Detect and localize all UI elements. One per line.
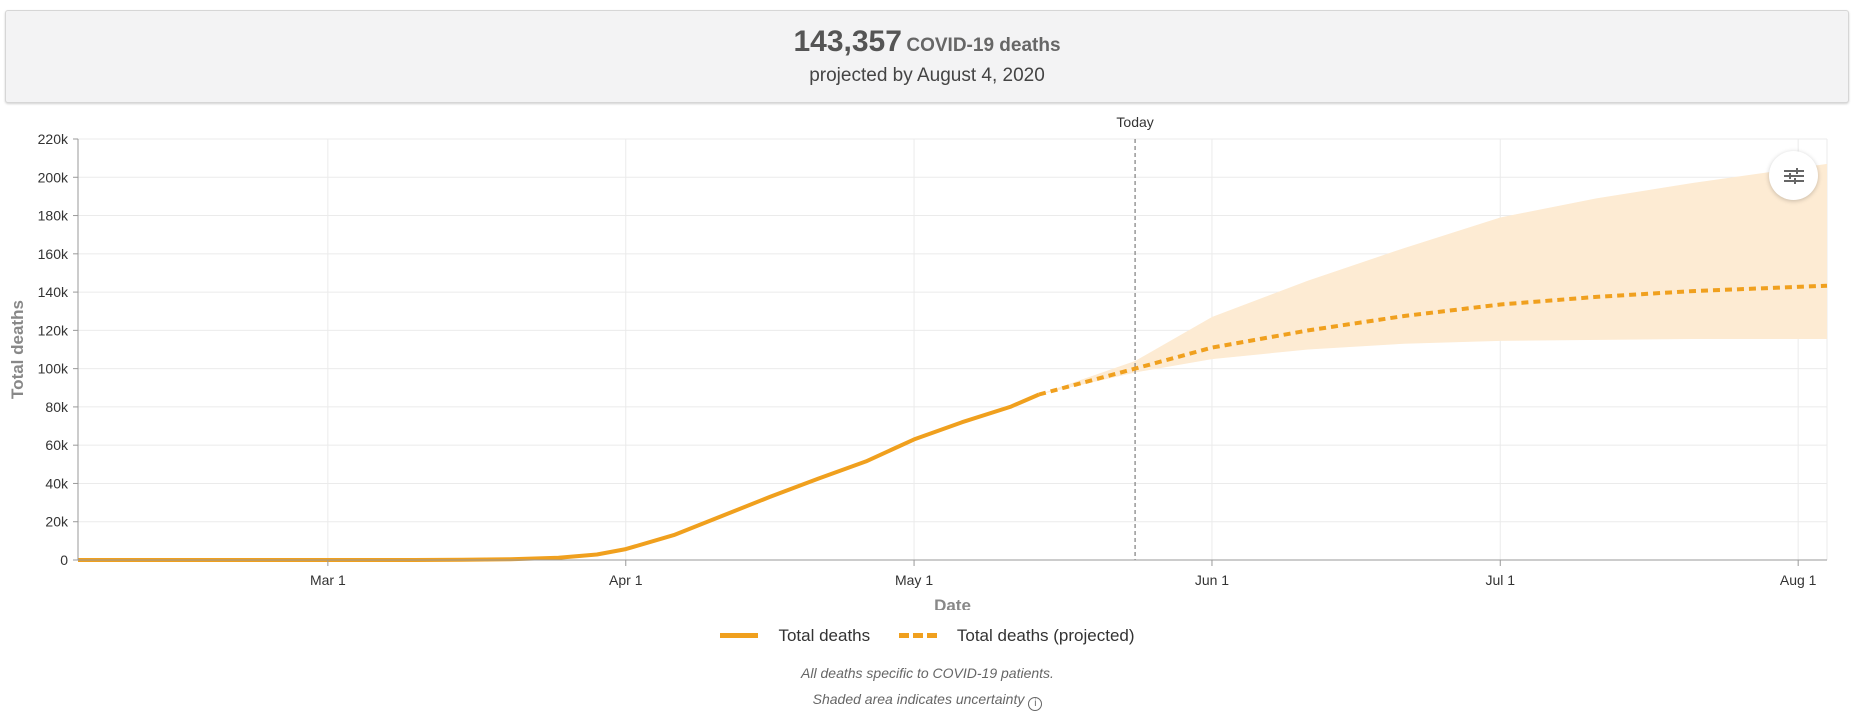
today-marker-layer: Today: [1116, 114, 1154, 560]
projection-date-subtitle: projected by August 4, 2020: [809, 65, 1045, 86]
legend-swatch-dashed: [898, 633, 937, 638]
legend-item-total-deaths[interactable]: Total deaths: [720, 626, 870, 646]
axes: 0 20k 40k 60k 80k 100k 120k 140k 160k 180k 200k 220…: [8, 131, 1827, 610]
x-tick-label: Jun 1: [1195, 572, 1229, 588]
projected-deaths-line: [1038, 283, 1828, 397]
y-tick-label: 160k: [38, 246, 69, 262]
y-tick-label: 80k: [45, 399, 69, 415]
y-tick-label: 0: [60, 552, 68, 568]
footnote-deaths: All deaths specific to COVID-19 patients…: [801, 665, 1054, 681]
deaths-chart: Today 0 20k 40k 60k 80k 100k 120k 140k 160k 180k 2…: [8, 114, 1828, 610]
projected-deaths-label: COVID-19 deaths: [906, 35, 1061, 56]
legend-label-projected: Total deaths (projected): [956, 625, 1135, 645]
y-tick-label: 180k: [38, 208, 69, 224]
footnote-uncertainty-text: Shaded area indicates uncertainty: [812, 691, 1025, 707]
headline: 143,357 COVID-19 deaths: [6, 25, 1848, 59]
uncertainty-band-layer: [1038, 163, 1827, 395]
grid: [78, 138, 1828, 561]
chart-legend: Total deaths Total deaths (projected): [0, 623, 1855, 646]
legend-swatch-solid: [720, 633, 759, 638]
x-tick-label: May 1: [895, 572, 933, 588]
x-axis-title: Date: [934, 596, 971, 610]
y-tick-label: 140k: [38, 284, 69, 300]
y-tick-label: 220k: [38, 131, 69, 147]
today-label: Today: [1116, 114, 1153, 130]
y-tick-label: 100k: [38, 361, 69, 377]
y-axis-title: Total deaths: [8, 300, 27, 399]
projected-deaths-number: 143,357: [793, 25, 902, 58]
legend-item-projected[interactable]: Total deaths (projected): [898, 625, 1135, 646]
summary-header: 143,357 COVID-19 deaths projected by Aug…: [5, 10, 1849, 103]
x-tick-label: Apr 1: [609, 572, 643, 588]
total-deaths-line: [78, 392, 1040, 562]
info-circle-icon[interactable]: i: [1028, 697, 1043, 711]
y-tick-label: 20k: [45, 514, 69, 530]
x-tick-label: Mar 1: [310, 572, 346, 588]
y-tick-label: 60k: [45, 437, 69, 453]
legend-label-total-deaths: Total deaths: [778, 625, 871, 645]
y-tick-label: 200k: [38, 169, 69, 185]
sliders-icon: [1783, 167, 1804, 184]
chart-settings-button[interactable]: [1769, 151, 1818, 200]
uncertainty-band: [1038, 163, 1827, 395]
y-tick-label: 40k: [45, 475, 69, 491]
footnote-uncertainty: Shaded area indicates uncertainty i: [0, 691, 1855, 711]
x-tick-label: Jul 1: [1485, 572, 1515, 588]
y-tick-label: 120k: [38, 322, 69, 338]
x-tick-label: Aug 1: [1780, 572, 1817, 588]
